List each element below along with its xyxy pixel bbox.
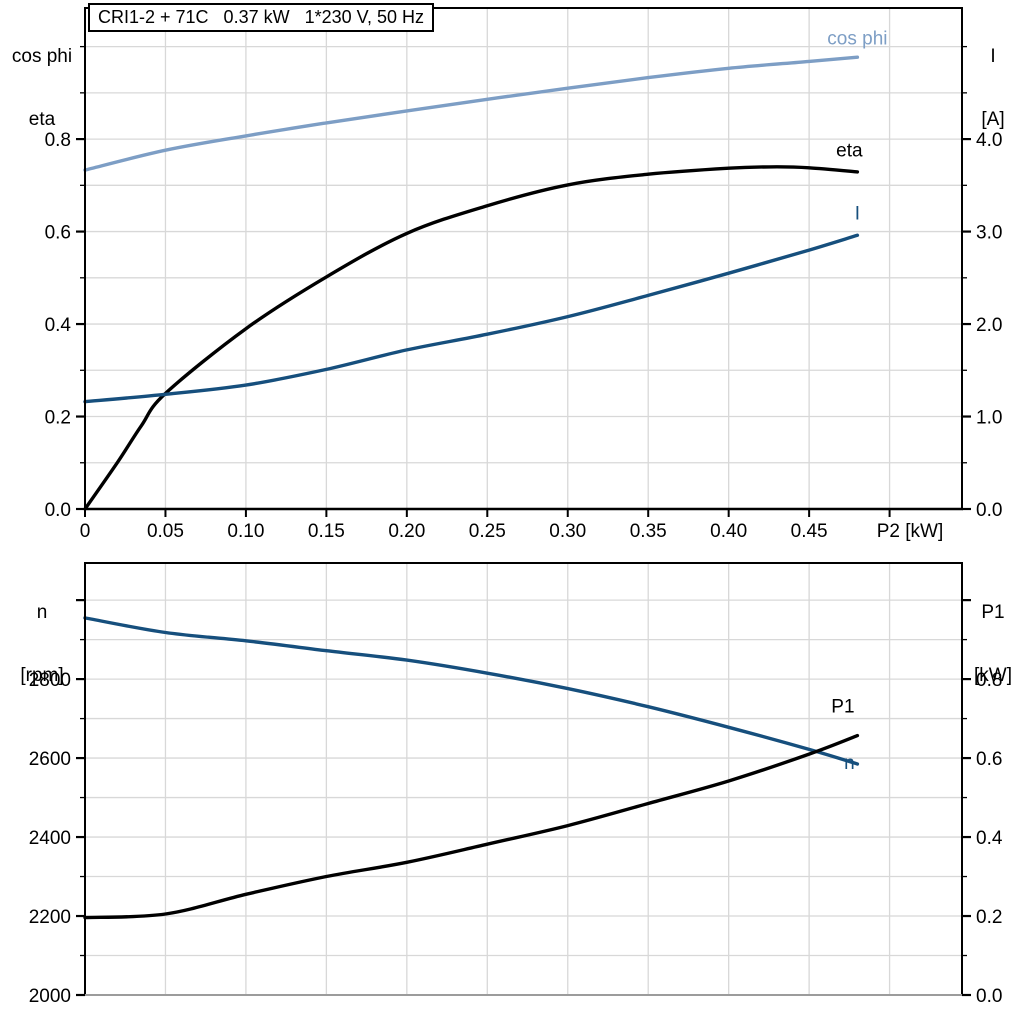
curve-I: [83, 233, 860, 404]
left-tick-label: 2400: [29, 828, 71, 849]
x-tick-label: 0.15: [308, 521, 345, 542]
right-tick-label: 1.0: [976, 408, 1002, 429]
curve-cos-phi: [83, 55, 860, 172]
x-tick-label: 0.05: [147, 521, 184, 542]
axis-label-current: I: [990, 46, 996, 67]
left-tick-label: 2800: [29, 670, 71, 691]
right-tick-label: 0.2: [976, 907, 1002, 928]
x-tick-label: 0.25: [469, 521, 506, 542]
top-left-axis-label: cos phi eta: [0, 4, 84, 172]
right-tick-label: 0.6: [976, 749, 1002, 770]
top-chart: 0.0 0.2 0.4 0.6 0.8 0.0 1.0 2.0 3.0 4.0 0 0.05 0.10 0…: [45, 7, 1002, 542]
x-tick-label: 0.40: [710, 521, 747, 542]
axis-label-p1: P1: [981, 602, 1005, 623]
curve-label-eta: eta: [836, 141, 863, 162]
axis-label-p1-unit: [kW]: [974, 665, 1012, 686]
plot-frame: [84, 562, 963, 995]
top-right-axis-label: I [A]: [962, 4, 1024, 172]
left-tick-label: 2000: [29, 986, 71, 1007]
curve-label-n: n: [844, 753, 855, 774]
left-tick-label: 0.4: [45, 315, 72, 336]
chart-title: CRI1-2 + 71C 0.37 kW 1*230 V, 50 Hz: [88, 3, 435, 32]
left-tick-label: 0.2: [45, 408, 71, 429]
right-tick-label: 0.0: [976, 500, 1002, 521]
curve-eta: [83, 165, 860, 511]
right-tick-label: 4.0: [976, 130, 1002, 151]
axis-label-speed-unit: [rpm]: [20, 665, 64, 686]
bottom-chart: 2000 2200 2400 2600 2800 0.0 0.2 0.4 0.6 0.8 n P1: [29, 562, 1003, 1007]
bottom-gridlines: [85, 563, 962, 995]
bottom-right-axis-label: P1 [kW]: [962, 560, 1024, 728]
curve-label-P1: P1: [831, 696, 854, 717]
bottom-left-axis-label: n [rpm]: [0, 560, 84, 728]
left-tick-label: 0.0: [45, 500, 71, 521]
plot-frame: [84, 7, 963, 509]
curve-label-I: I: [855, 204, 860, 225]
left-tick-label: 0.8: [45, 130, 71, 151]
axis-label-speed: n: [36, 602, 48, 623]
right-tick-label: 0.0: [976, 986, 1002, 1007]
x-tick-label: 0.30: [549, 521, 586, 542]
axis-label-current-unit: [A]: [981, 109, 1005, 130]
curve-label-cos-phi: cos phi: [827, 28, 887, 49]
right-tick-label: 0.4: [976, 828, 1003, 849]
x-tick-label: 0.35: [630, 521, 667, 542]
axis-label-eta: eta: [28, 109, 56, 130]
x-tick-label: 0.10: [227, 521, 264, 542]
curve-P1: [83, 733, 860, 920]
left-tick-label: 2600: [29, 749, 71, 770]
curve-n: [83, 616, 860, 766]
top-gridlines: [85, 8, 962, 509]
right-tick-label: 0.8: [976, 670, 1002, 691]
x-tick-label: 0: [80, 521, 91, 542]
left-tick-label: 2200: [29, 907, 71, 928]
axis-label-cosphi: cos phi: [11, 46, 73, 67]
x-axis-label: P2 [kW]: [876, 521, 944, 542]
right-tick-label: 3.0: [976, 223, 1002, 244]
x-tick-label: 0.20: [388, 521, 425, 542]
right-tick-label: 2.0: [976, 315, 1002, 336]
left-tick-label: 0.6: [45, 223, 71, 244]
x-tick-label: 0.45: [791, 521, 828, 542]
